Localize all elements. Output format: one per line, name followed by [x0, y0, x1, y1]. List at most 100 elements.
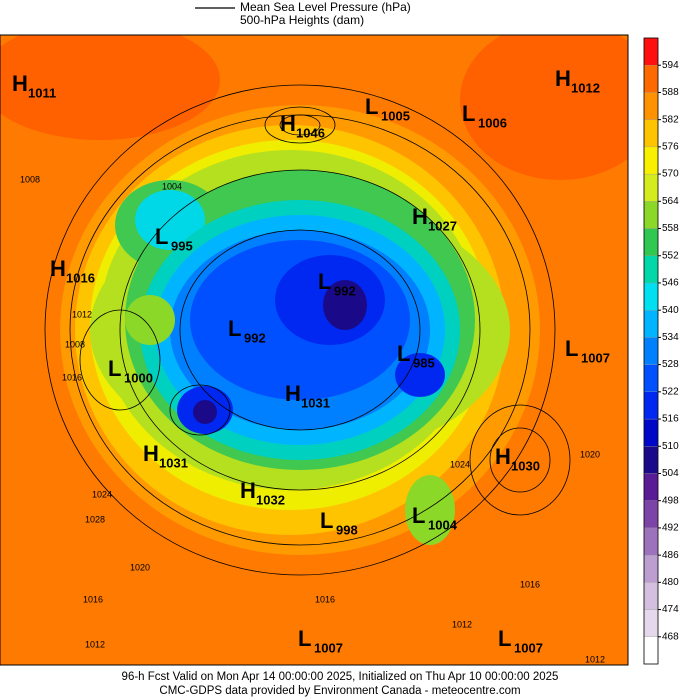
isobar-label: 1008 — [20, 174, 40, 184]
center-value: 998 — [336, 522, 358, 537]
center-letter: H — [555, 66, 571, 91]
colorbar-tick-label: 582 — [662, 114, 679, 125]
isobar-label: 1008 — [65, 339, 85, 349]
center-value: 1032 — [256, 492, 285, 507]
colorbar-band — [643, 310, 659, 338]
isobar-label: 1028 — [85, 514, 105, 524]
colorbar-band — [643, 255, 659, 284]
center-value: 1011 — [28, 85, 56, 100]
center-value: 1030 — [511, 458, 540, 473]
colorbar-band — [643, 364, 659, 392]
center-letter: L — [365, 94, 378, 119]
footer-line: 96-h Fcst Valid on Mon Apr 14 00:00:00 2… — [122, 671, 559, 683]
center-letter: L — [318, 269, 331, 294]
colorbar-band — [643, 173, 659, 202]
center-letter: H — [412, 204, 428, 229]
isobar-label: 1016 — [520, 579, 540, 589]
footer-line: CMC-GDPS data provided by Environment Ca… — [159, 685, 520, 697]
colorbar-band — [643, 582, 659, 610]
center-letter: H — [50, 256, 66, 281]
isobar-label: 1016 — [315, 594, 335, 604]
isobar-label: 1024 — [92, 489, 112, 499]
center-letter: L — [228, 316, 241, 341]
colorbar-band — [643, 201, 659, 229]
center-value: 1006 — [478, 115, 507, 130]
colorbar-band — [643, 527, 659, 556]
colorbar-tick-label: 528 — [662, 359, 679, 370]
colorbar-band — [643, 228, 659, 256]
center-value: 1000 — [124, 370, 153, 385]
colorbar-tick-label: 474 — [662, 604, 679, 615]
center-value: 1004 — [428, 517, 458, 532]
colorbar-tick-label: 516 — [662, 414, 679, 425]
colorbar-tick-label: 564 — [662, 196, 679, 207]
colorbar-band — [643, 554, 659, 583]
isobar-label: 1016 — [62, 372, 82, 382]
isobar-label: 1012 — [85, 639, 105, 649]
colorbar-band — [643, 65, 659, 93]
colorbar-band — [643, 636, 659, 665]
isobar-label: 1016 — [83, 594, 103, 604]
center-letter: H — [12, 71, 28, 96]
colorbar-band — [643, 446, 659, 474]
colorbar-frame — [643, 37, 659, 665]
center-letter: L — [108, 356, 121, 381]
center-value: 1046 — [296, 125, 325, 140]
isobar-label: 1012 — [452, 619, 472, 629]
colorbar-tick-label: 588 — [662, 87, 679, 98]
colorbar-tick-label: 540 — [662, 305, 679, 316]
center-letter: H — [143, 441, 159, 466]
center-value: 1007 — [514, 640, 543, 655]
map-frame — [0, 34, 629, 666]
colorbar-tick-label: 522 — [662, 386, 679, 397]
center-value: 1012 — [571, 80, 600, 95]
colorbar-tick-label: 498 — [662, 495, 679, 506]
center-value: 1007 — [581, 350, 610, 365]
colorbar-tick-label: 486 — [662, 550, 679, 561]
isobar-label: 1020 — [130, 562, 150, 572]
colorbar-band — [643, 337, 659, 365]
center-letter: L — [298, 626, 311, 651]
colorbar-band — [643, 418, 659, 447]
center-letter: H — [285, 381, 301, 406]
map-fill — [0, 35, 628, 665]
colorbar-tick-label: 468 — [662, 631, 679, 642]
center-value: 992 — [244, 330, 266, 345]
center-letter: H — [240, 478, 256, 503]
colorbar-band — [643, 609, 659, 637]
colorbar-tick-label: 558 — [662, 223, 679, 234]
colorbar-band — [643, 37, 659, 66]
colorbar-band — [643, 500, 659, 529]
center-letter: H — [495, 444, 511, 469]
colorbar-band — [643, 282, 659, 311]
colorbar-tick-label: 594 — [662, 60, 679, 71]
colorbar-band — [643, 146, 659, 175]
center-letter: L — [412, 503, 425, 528]
center-letter: L — [397, 341, 410, 366]
center-letter: L — [565, 336, 578, 361]
colorbar-tick-label: 576 — [662, 142, 679, 153]
center-letter: L — [498, 626, 511, 651]
legend-line-label: Mean Sea Level Pressure (hPa) — [240, 0, 411, 14]
center-value: 1031 — [159, 455, 188, 470]
center-value: 985 — [413, 355, 435, 370]
center-letter: L — [320, 508, 333, 533]
center-value: 1027 — [428, 218, 457, 233]
colorbar-tick-label: 510 — [662, 441, 679, 452]
center-value: 1016 — [66, 270, 95, 285]
center-letter: L — [462, 101, 475, 126]
colorbar-tick-label: 552 — [662, 250, 679, 261]
colorbar-tick-label: 546 — [662, 278, 679, 289]
colorbar-band — [643, 92, 659, 120]
center-value: 992 — [334, 283, 356, 298]
colorbar-tick-label: 504 — [662, 468, 679, 479]
isobar-label: 1024 — [450, 459, 470, 469]
colorbar-band — [643, 473, 659, 501]
center-value: 1005 — [381, 108, 410, 123]
center-value: 1007 — [314, 640, 343, 655]
center-letter: H — [280, 111, 296, 136]
colorbar-band — [643, 391, 659, 420]
colorbar-tick-label: 570 — [662, 169, 679, 180]
center-value: 1031 — [301, 395, 330, 410]
